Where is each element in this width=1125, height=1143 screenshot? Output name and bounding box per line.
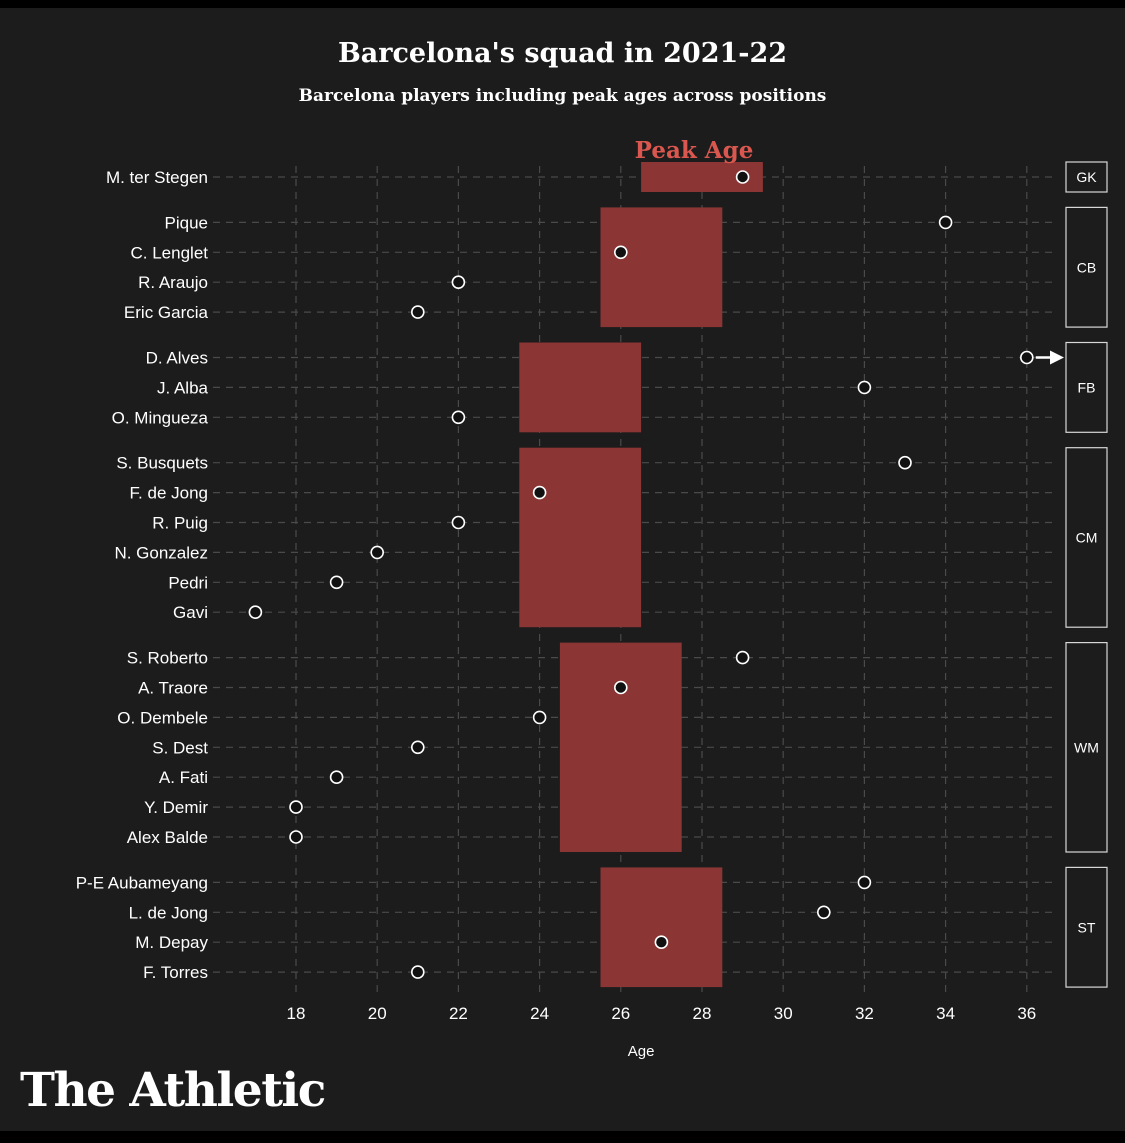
player-label: P-E Aubameyang bbox=[76, 873, 208, 892]
player-label: M. Depay bbox=[135, 933, 208, 952]
player-age-point bbox=[1020, 350, 1034, 365]
player-age-point bbox=[370, 545, 385, 560]
player-age-point bbox=[654, 935, 669, 950]
player-label: Y. Demir bbox=[144, 798, 208, 817]
chart-title: Barcelona's squad in 2021-22 bbox=[337, 38, 788, 69]
player-label: L. de Jong bbox=[129, 903, 208, 922]
x-tick-label: 22 bbox=[449, 1004, 468, 1023]
x-tick-label: 32 bbox=[855, 1004, 874, 1023]
peak-age-band-fb bbox=[519, 342, 642, 433]
player-age-point bbox=[735, 650, 750, 665]
position-label-gk: GK bbox=[1076, 169, 1097, 185]
player-label: O. Dembele bbox=[117, 708, 208, 727]
peak-age-band-wm bbox=[559, 642, 682, 852]
player-label: S. Dest bbox=[152, 738, 208, 757]
player-label: Pedri bbox=[168, 573, 208, 592]
player-age-point bbox=[329, 575, 344, 590]
peak-age-band-st bbox=[600, 867, 723, 988]
chart-subtitle: Barcelona players including peak ages ac… bbox=[298, 86, 827, 106]
player-age-point bbox=[248, 605, 263, 620]
x-tick-label: 18 bbox=[287, 1004, 306, 1023]
x-tick-label: 36 bbox=[1017, 1004, 1036, 1023]
player-label: O. Mingueza bbox=[112, 408, 209, 427]
player-age-point bbox=[410, 965, 425, 979]
position-box-cm bbox=[1065, 447, 1108, 628]
peak-age-label: Peak Age bbox=[635, 137, 754, 164]
player-label: S. Roberto bbox=[127, 649, 208, 668]
position-label-wm: WM bbox=[1074, 739, 1099, 755]
x-axis-label: Age bbox=[628, 1043, 655, 1060]
x-tick-label: 30 bbox=[774, 1004, 793, 1023]
peak-age-band-cm bbox=[519, 447, 642, 628]
x-tick-label: 26 bbox=[611, 1004, 630, 1023]
player-label: R. Puig bbox=[152, 514, 208, 533]
player-age-point bbox=[532, 485, 547, 500]
position-box-wm bbox=[1065, 641, 1108, 853]
the-athletic-logo: The Athletic bbox=[20, 1063, 326, 1118]
player-age-point bbox=[613, 680, 628, 695]
player-label: Pique bbox=[165, 213, 208, 232]
player-label: J. Alba bbox=[157, 378, 209, 397]
player-label: F. Torres bbox=[143, 963, 208, 982]
position-label-fb: FB bbox=[1078, 379, 1096, 395]
overflow-arrow-head bbox=[1050, 350, 1064, 365]
player-label: R. Araujo bbox=[138, 273, 208, 292]
player-label: Eric Garcia bbox=[124, 303, 209, 322]
x-tick-label: 34 bbox=[936, 1004, 955, 1023]
player-age-point bbox=[613, 245, 628, 260]
peak-age-band-cb bbox=[600, 207, 723, 328]
player-label: C. Lenglet bbox=[131, 243, 209, 262]
player-label: M. ter Stegen bbox=[106, 168, 208, 187]
position-box-cb bbox=[1065, 206, 1108, 328]
position-box-gk bbox=[1065, 161, 1108, 193]
position-box-st bbox=[1065, 866, 1108, 988]
player-label: A. Fati bbox=[159, 768, 208, 787]
player-age-point bbox=[451, 275, 466, 290]
x-tick-label: 24 bbox=[530, 1004, 549, 1023]
position-label-st: ST bbox=[1078, 919, 1096, 935]
player-age-point bbox=[329, 770, 344, 785]
x-tick-label: 20 bbox=[368, 1004, 387, 1023]
player-label: Gavi bbox=[173, 603, 208, 622]
player-label: D. Alves bbox=[146, 349, 208, 368]
player-age-point bbox=[289, 830, 303, 844]
player-label: Alex Balde bbox=[127, 828, 208, 847]
player-age-point bbox=[410, 305, 425, 319]
player-label: F. de Jong bbox=[130, 484, 208, 503]
player-age-point bbox=[857, 380, 872, 395]
player-age-point bbox=[289, 800, 303, 814]
player-label: S. Busquets bbox=[116, 454, 208, 473]
player-label: A. Traore bbox=[138, 679, 208, 698]
position-label-cb: CB bbox=[1077, 259, 1096, 275]
x-tick-label: 28 bbox=[693, 1004, 712, 1023]
player-age-point bbox=[410, 740, 425, 755]
squad-age-chart: Peak Age GK CB FB CM WM ST M. ter Stegen Pique C.… bbox=[76, 137, 1108, 1060]
position-box-fb bbox=[1065, 341, 1108, 433]
player-age-point bbox=[816, 905, 831, 920]
player-label: N. Gonzalez bbox=[114, 543, 208, 562]
player-age-point bbox=[451, 410, 466, 425]
position-label-cm: CM bbox=[1076, 529, 1098, 545]
chart-frame: Barcelona's squad in 2021-22 Barcelona p… bbox=[0, 8, 1125, 1131]
player-age-point bbox=[532, 710, 547, 725]
player-age-point bbox=[451, 515, 466, 530]
player-age-point bbox=[938, 215, 953, 230]
player-age-point bbox=[898, 455, 912, 470]
player-age-point bbox=[857, 875, 872, 890]
player-age-point bbox=[735, 170, 750, 184]
